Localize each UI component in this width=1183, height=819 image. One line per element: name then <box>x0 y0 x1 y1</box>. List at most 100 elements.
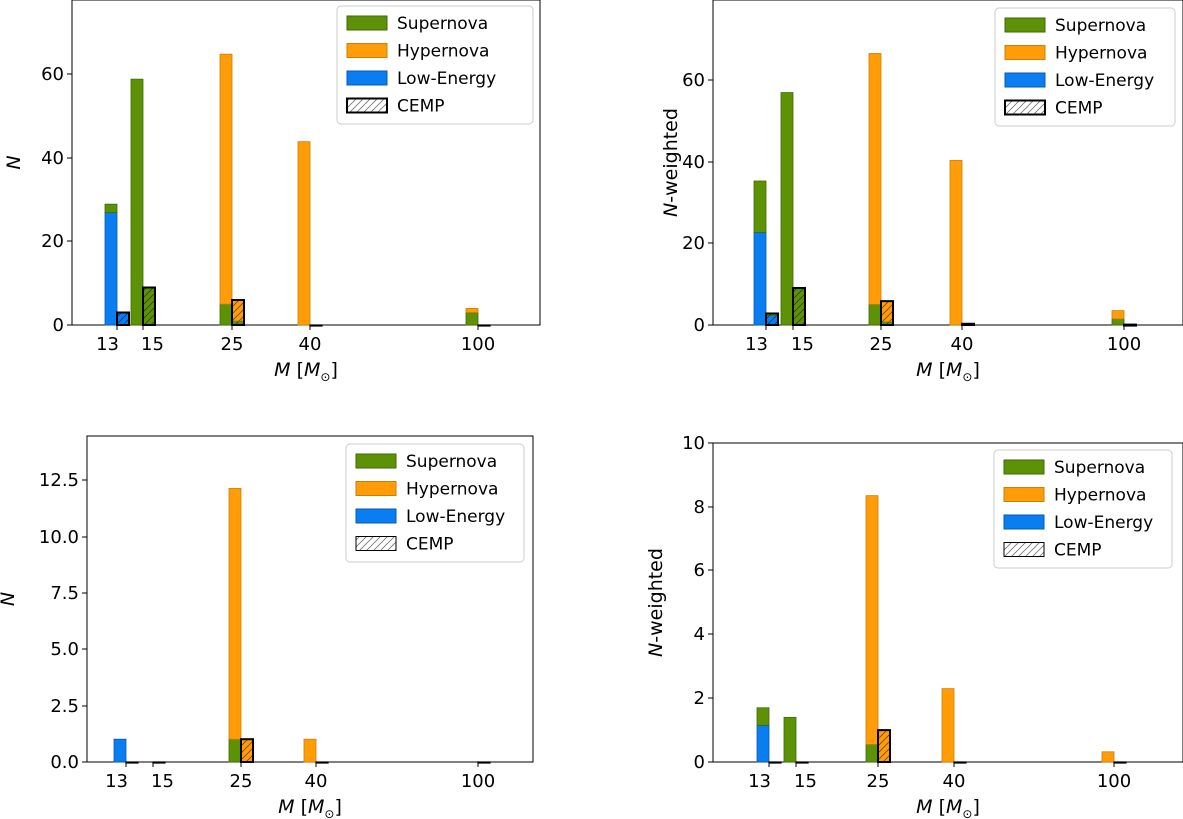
y-tick-label: 40 <box>682 152 705 173</box>
bar-hypernova <box>228 488 242 740</box>
cemp-bar-outline <box>792 286 806 326</box>
x-tick-label: 25 <box>221 334 244 355</box>
y-tick-label: 60 <box>682 70 705 91</box>
x-tick-label: 15 <box>151 771 174 792</box>
x-tick-label: 15 <box>791 334 814 355</box>
y-tick-label: 7.5 <box>50 583 79 604</box>
bar-supernova <box>465 312 479 326</box>
cemp-bar-hatch <box>881 301 893 322</box>
cemp-bar-hatch <box>766 313 778 316</box>
bar-hypernova <box>219 53 233 305</box>
cemp-bar-outline <box>315 761 329 764</box>
y-tick-label: 10.0 <box>39 527 79 548</box>
legend-box <box>994 7 1176 127</box>
legend-label: Hypernova <box>406 480 498 500</box>
x-tick-label: 13 <box>745 334 768 355</box>
cemp-bar-hatch <box>766 315 778 325</box>
y-tick-label: 0 <box>694 752 705 773</box>
x-axis-title: M [M⊙] <box>916 359 980 384</box>
x-tick-label: 25 <box>867 771 890 792</box>
cemp-bar-outline <box>1113 761 1127 764</box>
cemp-bar-outline <box>877 729 891 763</box>
legend: Supernova Hypernova Low-Energy CEMP <box>993 449 1173 569</box>
cemp-bar-outline <box>961 322 975 326</box>
legend-swatch <box>346 97 388 114</box>
cemp-bar-outline <box>309 324 323 327</box>
x-tick-label: 13 <box>105 771 128 792</box>
legend: Supernova Hypernova Low-Energy CEMP <box>994 7 1176 127</box>
legend-label: Low-Energy <box>397 69 496 89</box>
legend-swatch <box>1003 459 1045 475</box>
cemp-bar-outline <box>231 299 245 326</box>
cemp-bar-outline <box>116 311 130 326</box>
legend-label: Hypernova <box>1055 44 1147 64</box>
legend-swatch <box>1004 72 1046 88</box>
legend-label: Supernova <box>406 452 497 472</box>
bar-hypernova <box>949 160 963 326</box>
y-tick-label: 12.5 <box>39 470 79 491</box>
x-tick-label: 100 <box>1097 771 1131 792</box>
y-axis-title: N-weighted <box>660 108 682 217</box>
legend-swatch <box>346 15 388 31</box>
legend: Supernova Hypernova Low-Energy CEMP <box>345 443 525 563</box>
x-tick-label: 40 <box>951 334 974 355</box>
y-tick-label: 4 <box>694 624 705 645</box>
legend-label: Low-Energy <box>1054 513 1153 533</box>
y-tick-label: 10 <box>682 433 705 454</box>
bar-supernova <box>756 707 770 726</box>
legend-label: Supernova <box>397 14 488 34</box>
bar-supernova <box>780 92 794 326</box>
cemp-bar-outline <box>142 286 156 326</box>
chart-panel-4: 0 2 4 6 8 10 13 15 25 40 100 M [M⊙] N-weighted Supern… <box>645 433 1183 819</box>
y-tick-label: 0 <box>694 315 705 336</box>
legend-swatch <box>1004 99 1046 116</box>
cemp-bar-outline <box>765 312 779 327</box>
cemp-bar-outline <box>795 761 809 764</box>
cemp-bar-hatch <box>241 739 253 762</box>
cemp-bar-outline <box>768 761 782 764</box>
legend-label: CEMP <box>1055 99 1103 119</box>
cemp-bar-hatch <box>881 321 893 325</box>
x-tick-label: 15 <box>794 771 817 792</box>
y-axis-title: N-weighted <box>645 548 667 657</box>
chart-panel-2: 0 20 40 60 13 15 25 40 100 M [M⊙] N-weighted Supern… <box>660 0 1183 384</box>
legend-swatch <box>1003 514 1045 530</box>
bar-hypernova <box>1111 310 1125 320</box>
y-tick-label: 40 <box>41 148 64 169</box>
y-tick-label: 0 <box>53 315 64 336</box>
y-tick-label: 20 <box>682 233 705 254</box>
legend-label: Hypernova <box>1054 486 1146 506</box>
cemp-bar-outline <box>1123 323 1137 327</box>
x-tick-label: 100 <box>1107 334 1141 355</box>
cemp-bar-outline <box>152 761 166 764</box>
x-axis-title: M [M⊙] <box>274 359 338 384</box>
legend-label: Supernova <box>1054 458 1145 478</box>
bar-hypernova <box>868 53 882 305</box>
bar-supernova <box>130 78 144 326</box>
bar-hypernova <box>941 688 955 763</box>
cemp-bar-outline <box>125 761 139 764</box>
legend-label: Supernova <box>1055 16 1146 36</box>
bar-supernova <box>104 203 118 213</box>
legend-swatch <box>346 43 388 58</box>
y-axis-title: N <box>0 592 19 606</box>
x-tick-label: 13 <box>96 334 119 355</box>
legend-box <box>345 443 525 563</box>
x-tick-label: 40 <box>299 334 322 355</box>
legend-label: CEMP <box>397 97 445 117</box>
legend: Supernova Hypernova Low-Energy CEMP <box>336 5 534 125</box>
x-tick-label: 100 <box>461 334 495 355</box>
bar-low-energy <box>753 232 767 326</box>
cemp-bar-outline <box>477 761 491 764</box>
legend-label: Hypernova <box>397 42 489 62</box>
x-tick-label: 25 <box>230 771 253 792</box>
legend-swatch <box>1004 45 1046 60</box>
chart-panel-3: 0.0 2.5 5.0 7.5 10.0 12.5 13 15 25 40 100 M [M⊙] N Su… <box>0 435 534 819</box>
legend-swatch <box>355 508 397 524</box>
bar-hypernova <box>865 495 879 745</box>
cemp-bar-outline <box>240 738 254 764</box>
y-tick-label: 5.0 <box>50 639 79 660</box>
cemp-bar-hatch <box>793 287 805 325</box>
legend-swatch <box>1003 487 1045 502</box>
legend-swatch <box>1004 17 1046 33</box>
